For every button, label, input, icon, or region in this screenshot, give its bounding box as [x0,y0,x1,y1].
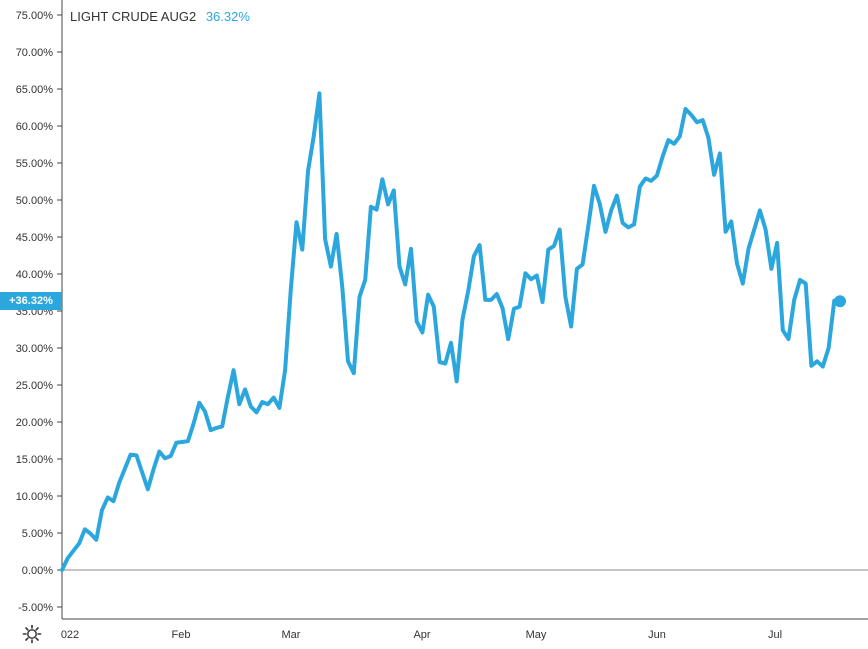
y-tick-label: 10.00% [16,491,54,503]
y-tick-label: 45.00% [16,232,54,244]
y-tick-label: 50.00% [16,195,54,207]
series-line [60,91,842,572]
x-tick-label: Mar [282,629,301,641]
y-tick-label: 75.00% [16,10,54,22]
y-tick-label: 65.00% [16,84,54,96]
y-tick-label: 5.00% [22,528,53,540]
y-tick-label: 25.00% [16,380,54,392]
x-tick-label: Apr [413,629,430,641]
x-tick-label: 022 [61,629,79,641]
y-tick-label: 55.00% [16,158,54,170]
y-tick-label: 30.00% [16,343,54,355]
y-tick-label: 60.00% [16,121,54,133]
gear-icon[interactable] [22,624,42,644]
y-tick-label: 70.00% [16,47,54,59]
x-tick-label: Feb [172,629,191,641]
symbol-label: LIGHT CRUDE AUG2 [70,9,197,24]
last-value-badge: +36.32% [0,292,62,310]
y-tick-label: 40.00% [16,269,54,281]
chart-legend: LIGHT CRUDE AUG2 36.32% [70,9,250,24]
change-value: 36.32% [205,9,250,24]
y-tick-label: -5.00% [18,602,53,614]
x-axis-ticks: 022 Feb Mar Apr May Jun Jul [61,629,782,641]
y-tick-label: 20.00% [16,417,54,429]
last-point-marker [834,295,846,308]
y-tick-label: 15.00% [16,454,54,466]
x-tick-label: May [526,629,547,641]
y-axis-ticks: 75.00% 70.00% 65.00% 60.00% 55.00% 50.00% 45.0… [16,10,62,614]
y-tick-label: 0.00% [22,565,53,577]
x-tick-label: Jun [648,629,666,641]
x-tick-label: Jul [768,629,782,641]
